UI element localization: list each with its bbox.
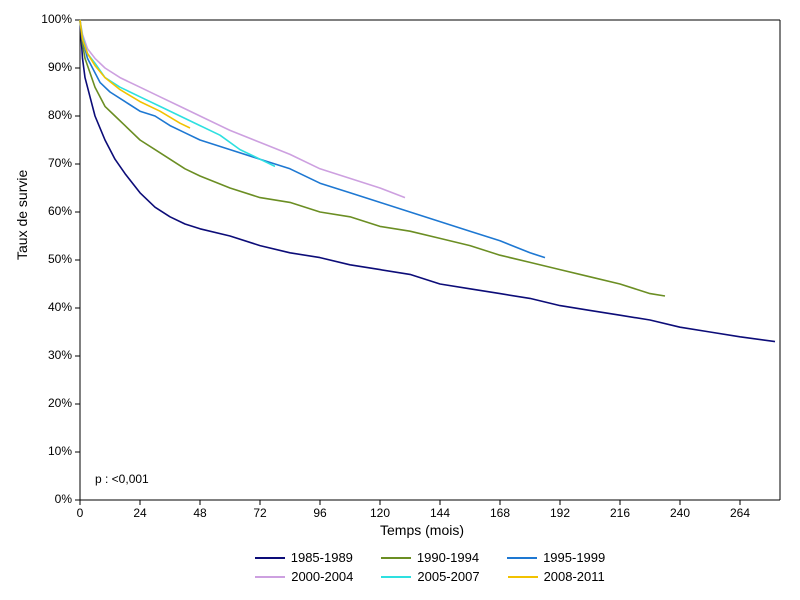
x-tick-label: 24 [128, 506, 152, 520]
legend-item: 1990-1994 [381, 550, 479, 565]
x-tick-label: 168 [488, 506, 512, 520]
p-value-annotation: p : <0,001 [95, 472, 149, 486]
y-tick-label: 10% [48, 444, 72, 458]
legend-item: 2005-2007 [381, 569, 479, 584]
series-line [80, 20, 405, 198]
x-tick-label: 72 [248, 506, 272, 520]
legend-swatch [255, 576, 285, 578]
legend-swatch [507, 557, 537, 559]
legend-item: 1985-1989 [255, 550, 353, 565]
x-tick-label: 96 [308, 506, 332, 520]
y-tick-label: 90% [48, 60, 72, 74]
legend-item: 2000-2004 [255, 569, 353, 584]
x-tick-label: 144 [428, 506, 452, 520]
x-axis-label: Temps (mois) [380, 522, 464, 538]
legend-label: 2005-2007 [417, 569, 479, 584]
series-line [80, 20, 545, 258]
x-tick-label: 48 [188, 506, 212, 520]
legend-swatch [508, 576, 538, 578]
y-tick-label: 80% [48, 108, 72, 122]
y-tick-label: 100% [41, 12, 72, 26]
y-tick-label: 20% [48, 396, 72, 410]
legend-swatch [255, 557, 285, 559]
legend-label: 1990-1994 [417, 550, 479, 565]
y-tick-label: 40% [48, 300, 72, 314]
legend-label: 1985-1989 [291, 550, 353, 565]
y-axis-label: Taux de survie [14, 170, 30, 260]
x-tick-label: 264 [728, 506, 752, 520]
legend-item: 2008-2011 [508, 569, 605, 584]
legend: 1985-1989 1990-1994 1995-1999 2000-2004 2005… [130, 548, 730, 586]
series-line [80, 20, 775, 342]
legend-swatch [381, 576, 411, 578]
series-line [80, 20, 275, 166]
y-tick-label: 60% [48, 204, 72, 218]
x-tick-label: 0 [68, 506, 92, 520]
y-tick-label: 0% [55, 492, 72, 506]
x-tick-label: 216 [608, 506, 632, 520]
x-tick-label: 192 [548, 506, 572, 520]
legend-label: 2008-2011 [544, 569, 605, 584]
survival-chart: Taux de survie Temps (mois) p : <0,001 1… [0, 0, 800, 600]
legend-label: 1995-1999 [543, 550, 605, 565]
y-tick-label: 70% [48, 156, 72, 170]
x-tick-label: 120 [368, 506, 392, 520]
x-tick-label: 240 [668, 506, 692, 520]
legend-item: 1995-1999 [507, 550, 605, 565]
series-line [80, 20, 665, 296]
y-tick-label: 30% [48, 348, 72, 362]
y-tick-label: 50% [48, 252, 72, 266]
legend-swatch [381, 557, 411, 559]
legend-label: 2000-2004 [291, 569, 353, 584]
